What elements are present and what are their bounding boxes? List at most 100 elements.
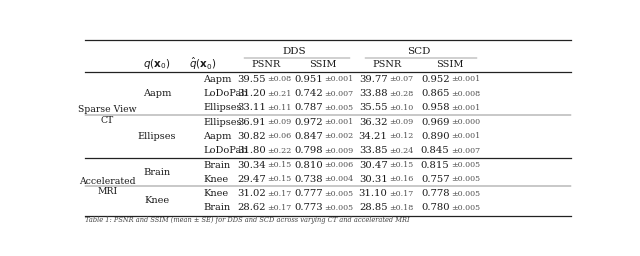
Text: Ellipses: Ellipses [203,103,241,112]
Text: ±0.005: ±0.005 [451,175,480,183]
Text: 31.20: 31.20 [237,89,266,98]
Text: 28.85: 28.85 [359,203,388,212]
Text: ±0.17: ±0.17 [389,190,413,198]
Text: Knee: Knee [203,189,228,198]
Text: 0.742: 0.742 [294,89,323,98]
Text: ±0.21: ±0.21 [268,90,292,98]
Text: Brain: Brain [143,168,170,177]
Text: 30.82: 30.82 [237,132,266,141]
Text: ±0.001: ±0.001 [324,75,354,83]
Text: 31.80: 31.80 [237,146,266,155]
Text: Ellipses: Ellipses [138,132,176,141]
Text: ±0.15: ±0.15 [389,161,413,169]
Text: 36.91: 36.91 [237,118,266,127]
Text: SSIM: SSIM [309,60,337,69]
Text: ±0.18: ±0.18 [389,204,413,212]
Text: 30.31: 30.31 [359,175,388,184]
Text: Aapm: Aapm [143,89,171,98]
Text: 28.62: 28.62 [237,203,266,212]
Text: ±0.001: ±0.001 [451,132,480,141]
Text: ±0.001: ±0.001 [451,75,480,83]
Text: 30.34: 30.34 [237,161,266,169]
Text: PSNR: PSNR [373,60,402,69]
Text: Knee: Knee [203,175,228,184]
Text: ±0.001: ±0.001 [324,118,354,126]
Text: ±0.000: ±0.000 [451,118,480,126]
Text: 0.972: 0.972 [294,118,323,127]
Text: 33.88: 33.88 [359,89,388,98]
Text: Brain: Brain [203,161,230,169]
Text: ±0.24: ±0.24 [389,147,413,155]
Text: 0.778: 0.778 [421,189,449,198]
Text: DDS: DDS [283,47,307,56]
Text: ±0.004: ±0.004 [324,175,354,183]
Text: ±0.007: ±0.007 [451,147,480,155]
Text: ±0.15: ±0.15 [268,175,292,183]
Text: ±0.28: ±0.28 [389,90,413,98]
Text: Knee: Knee [144,196,170,205]
Text: 0.845: 0.845 [420,146,449,155]
Text: ±0.11: ±0.11 [268,104,292,112]
Text: 0.757: 0.757 [421,175,449,184]
Text: ±0.15: ±0.15 [268,161,292,169]
Text: ±0.005: ±0.005 [324,204,354,212]
Text: ±0.12: ±0.12 [389,132,413,141]
Text: Sparse View
CT: Sparse View CT [78,105,136,125]
Text: ±0.06: ±0.06 [268,132,292,141]
Text: 0.958: 0.958 [421,103,449,112]
Text: 0.777: 0.777 [294,189,323,198]
Text: ±0.22: ±0.22 [268,147,292,155]
Text: ±0.002: ±0.002 [324,132,354,141]
Text: ±0.005: ±0.005 [451,161,480,169]
Text: 0.773: 0.773 [294,203,323,212]
Text: 39.55: 39.55 [237,75,266,84]
Text: PSNR: PSNR [252,60,280,69]
Text: 29.47: 29.47 [237,175,266,184]
Text: 0.738: 0.738 [294,175,323,184]
Text: 0.798: 0.798 [294,146,323,155]
Text: ±0.10: ±0.10 [389,104,413,112]
Text: 0.780: 0.780 [421,203,449,212]
Text: 0.952: 0.952 [421,75,449,84]
Text: SSIM: SSIM [436,60,463,69]
Text: LoDoPab: LoDoPab [203,146,248,155]
Text: Accelerated
MRI: Accelerated MRI [79,177,136,196]
Text: ±0.16: ±0.16 [389,175,413,183]
Text: Table 1: PSNR and SSIM (mean ± SE) for DDS and SCD across varying CT and acceler: Table 1: PSNR and SSIM (mean ± SE) for D… [85,216,410,224]
Text: 31.02: 31.02 [237,189,266,198]
Text: 30.47: 30.47 [359,161,388,169]
Text: Ellipses: Ellipses [203,118,241,127]
Text: ±0.009: ±0.009 [324,147,354,155]
Text: ±0.09: ±0.09 [389,118,413,126]
Text: $q(\mathbf{x}_0)$: $q(\mathbf{x}_0)$ [143,57,171,71]
Text: 0.951: 0.951 [294,75,323,84]
Text: 0.890: 0.890 [421,132,449,141]
Text: ±0.001: ±0.001 [451,104,480,112]
Text: ±0.17: ±0.17 [268,190,292,198]
Text: 0.847: 0.847 [294,132,323,141]
Text: 0.865: 0.865 [421,89,449,98]
Text: ±0.005: ±0.005 [324,190,354,198]
Text: ±0.005: ±0.005 [324,104,354,112]
Text: ±0.09: ±0.09 [268,118,292,126]
Text: ±0.17: ±0.17 [268,204,292,212]
Text: 0.969: 0.969 [421,118,449,127]
Text: SCD: SCD [407,47,430,56]
Text: LoDoPab: LoDoPab [203,89,248,98]
Text: Aapm: Aapm [203,75,232,84]
Text: 0.787: 0.787 [294,103,323,112]
Text: 34.21: 34.21 [358,132,388,141]
Text: 39.77: 39.77 [359,75,388,84]
Text: ±0.07: ±0.07 [389,75,413,83]
Text: 31.10: 31.10 [358,189,388,198]
Text: 33.11: 33.11 [237,103,266,112]
Text: ±0.007: ±0.007 [324,90,354,98]
Text: 35.55: 35.55 [359,103,388,112]
Text: ±0.006: ±0.006 [324,161,354,169]
Text: ±0.005: ±0.005 [451,204,480,212]
Text: ±0.005: ±0.005 [451,190,480,198]
Text: $\hat{q}(\mathbf{x}_0)$: $\hat{q}(\mathbf{x}_0)$ [189,56,217,72]
Text: 0.815: 0.815 [420,161,449,169]
Text: Aapm: Aapm [203,132,232,141]
Text: ±0.08: ±0.08 [268,75,292,83]
